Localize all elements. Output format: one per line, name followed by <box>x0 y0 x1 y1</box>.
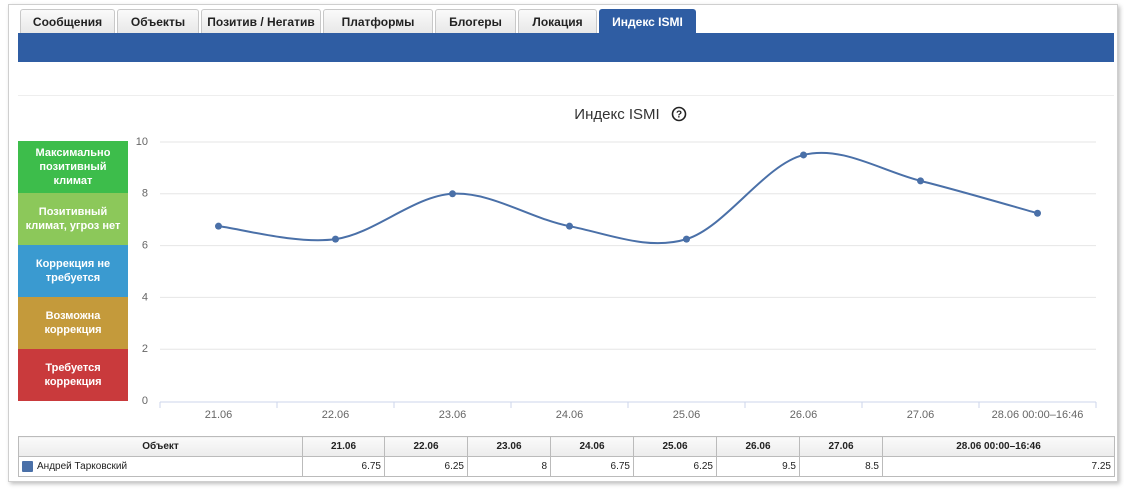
zone: Коррекция не требуется <box>18 245 128 297</box>
help-icon[interactable] <box>671 106 687 122</box>
data-point <box>566 222 573 230</box>
value-cell: 6.25 <box>384 456 468 477</box>
table-row: Андрей Тарковский 6.75 6.25 8 6.75 6.25 9.5 8.5… <box>18 456 1115 477</box>
tab[interactable]: Объекты <box>117 9 199 33</box>
data-point <box>683 235 690 243</box>
header-cell: 24.06 <box>550 436 634 457</box>
x-tick-label: 22.06 <box>322 409 350 421</box>
tab-bar: Сообщения Объекты Позитив / Негатив Платфор… <box>20 9 696 33</box>
x-tick-label: 21.06 <box>205 409 233 421</box>
chart: Индекс ISMI ? 0 2 4 6 8 10 21.06 22.06 23.06 24.0… <box>136 106 1097 421</box>
value-cell: 8 <box>467 456 551 477</box>
x-tick-label: 24.06 <box>556 409 584 421</box>
chart-title: Индекс ISMI <box>574 106 659 123</box>
x-tick-label: 27.06 <box>907 409 935 421</box>
value-cell: 6.75 <box>550 456 634 477</box>
data-point <box>215 222 222 230</box>
y-tick-label: 10 <box>136 136 148 148</box>
series-name: Андрей Тарковский <box>37 461 128 473</box>
series-line <box>218 151 1038 245</box>
tab[interactable]: Сообщения <box>20 9 115 33</box>
zone: Возможна коррекция <box>18 297 128 349</box>
data-table: Объект 21.06 22.06 23.06 24.06 25.06 26.06 27.0… <box>18 436 1115 477</box>
value-cell: 6.25 <box>633 456 717 477</box>
zone: Позитивный климат, угроз нет <box>18 193 128 245</box>
x-tick-label: 25.06 <box>673 409 701 421</box>
x-tick-label: 23.06 <box>439 409 467 421</box>
tab[interactable]: Позитив / Негатив <box>201 9 321 33</box>
y-tick-label: 6 <box>142 240 148 252</box>
x-tick-label: 28.06 00:00–16:46 <box>992 409 1084 421</box>
table-header: Объект 21.06 22.06 23.06 24.06 25.06 26.06 27.0… <box>18 436 1115 457</box>
value-cell: 7.25 <box>882 456 1115 477</box>
header-cell: 27.06 <box>799 436 883 457</box>
help-icon-text[interactable]: ? <box>676 110 682 121</box>
value-cell: 6.75 <box>302 456 385 477</box>
data-point <box>800 151 807 159</box>
zone: Максимально позитивный климат <box>18 141 128 193</box>
zone: Требуется коррекция <box>18 349 128 401</box>
tab[interactable]: Платформы <box>323 9 433 33</box>
data-point <box>449 190 456 198</box>
header-cell: 28.06 00:00–16:46 <box>882 436 1115 457</box>
tab[interactable]: Локация <box>518 9 597 33</box>
series-swatch <box>22 460 33 472</box>
x-tick-label: 26.06 <box>790 409 818 421</box>
header-cell: 22.06 <box>384 436 468 457</box>
header-cell: 25.06 <box>633 436 717 457</box>
header-cell: 23.06 <box>467 436 551 457</box>
y-tick-label: 0 <box>142 395 148 407</box>
header-cell: 21.06 <box>302 436 385 457</box>
y-tick-label: 4 <box>142 291 148 303</box>
y-tick-label: 2 <box>142 343 148 355</box>
separator <box>18 95 1114 96</box>
value-cell: 9.5 <box>716 456 800 477</box>
data-point <box>332 235 339 243</box>
header-cell: 26.06 <box>716 436 800 457</box>
value-cell: 8.5 <box>799 456 883 477</box>
tab[interactable]: Индекс ISMI <box>599 9 696 33</box>
y-tick-label: 8 <box>142 188 148 200</box>
header-cell: Объект <box>18 436 303 457</box>
data-point <box>917 177 924 185</box>
tab[interactable]: Блогеры <box>435 9 516 33</box>
data-point <box>1034 209 1041 217</box>
header-bar <box>18 33 1114 62</box>
name-cell: Андрей Тарковский <box>18 456 303 477</box>
